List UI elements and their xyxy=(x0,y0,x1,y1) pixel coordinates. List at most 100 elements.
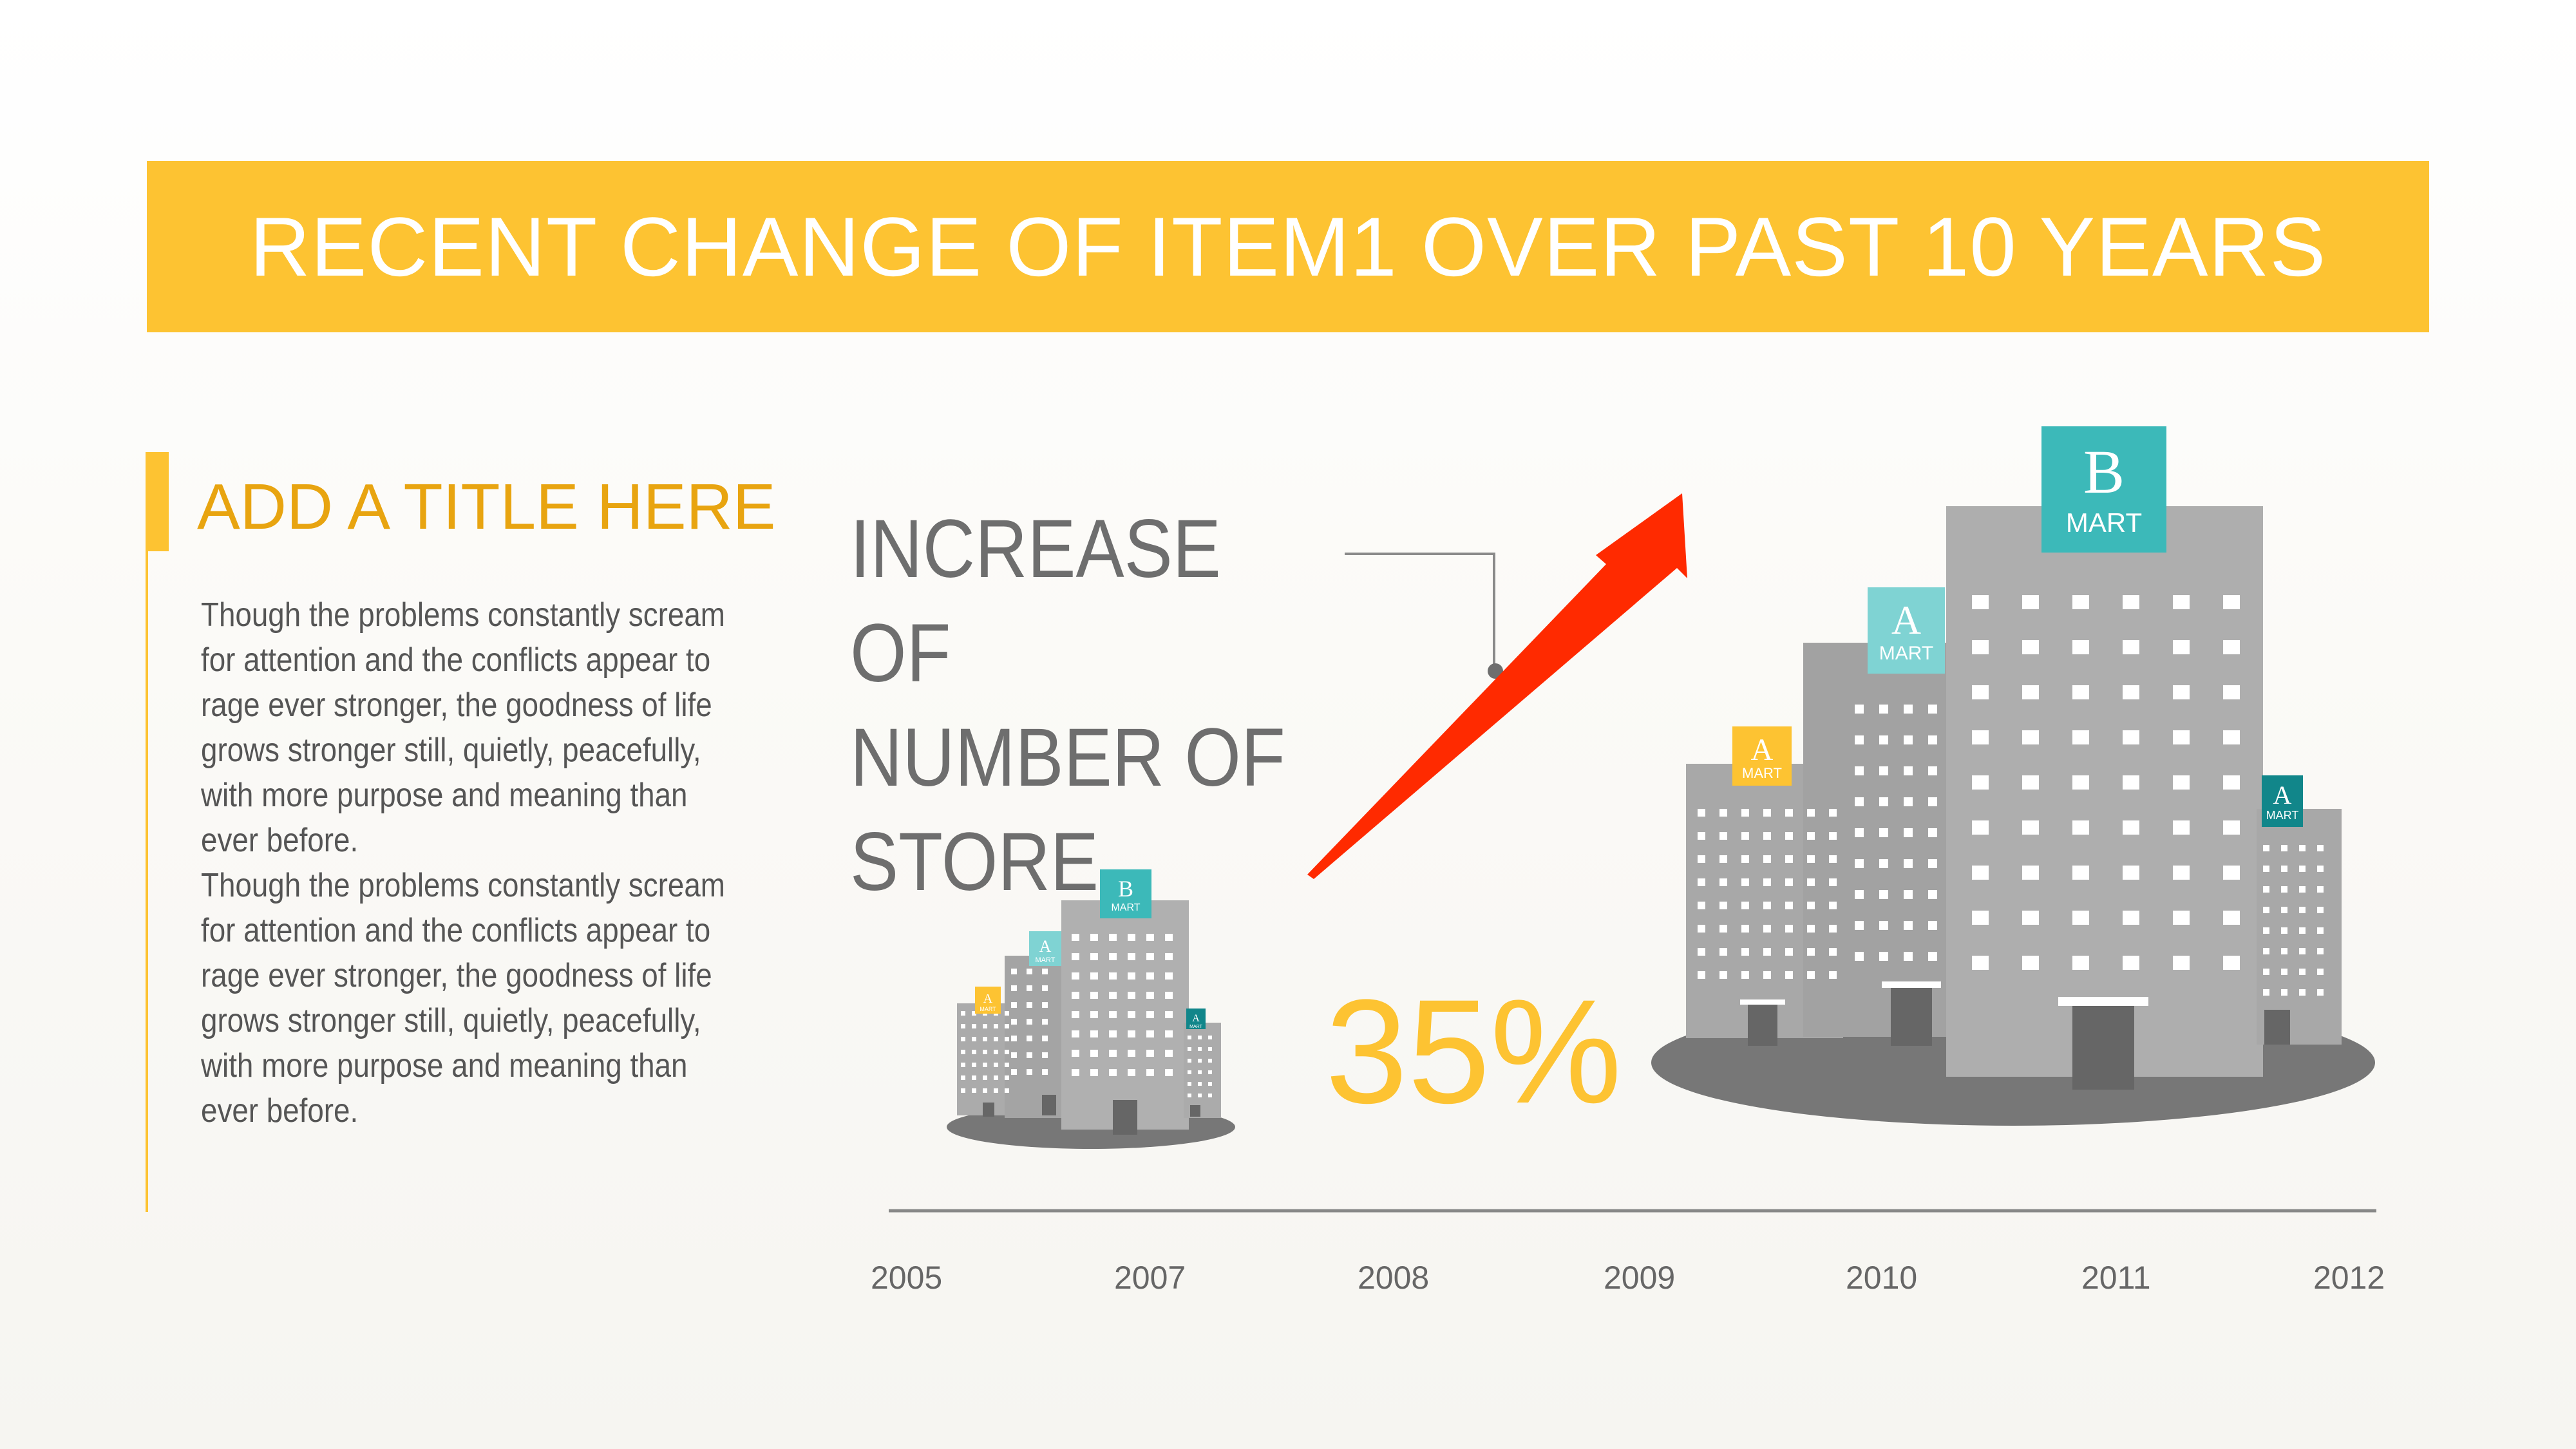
small-sign-b-letter: B xyxy=(1118,876,1133,902)
window xyxy=(2123,820,2139,835)
window xyxy=(1928,735,1937,744)
window xyxy=(961,1050,965,1054)
window xyxy=(1072,953,1079,960)
window xyxy=(972,1088,976,1093)
window xyxy=(2317,907,2324,913)
window xyxy=(2173,640,2190,654)
window xyxy=(1198,1059,1202,1063)
window xyxy=(2072,730,2089,744)
window xyxy=(1109,934,1117,941)
window xyxy=(1904,890,1913,899)
small-door-mid xyxy=(1042,1095,1056,1115)
window xyxy=(2123,640,2139,654)
window xyxy=(961,1037,965,1041)
window xyxy=(1128,992,1135,999)
window xyxy=(1165,1050,1173,1057)
window xyxy=(1090,1050,1098,1057)
window xyxy=(994,1050,998,1054)
window xyxy=(1741,925,1749,933)
window xyxy=(1198,1082,1202,1086)
window xyxy=(1198,1070,1202,1074)
window xyxy=(1741,809,1749,817)
window xyxy=(1198,1036,1202,1039)
window xyxy=(1698,878,1705,886)
window xyxy=(1904,735,1913,744)
big-sign-a-dark xyxy=(2262,775,2303,827)
window xyxy=(1855,705,1864,714)
increase-callout: INCREASE OF NUMBER OF STORE xyxy=(850,497,1303,914)
window xyxy=(1146,1011,1154,1018)
increase-percent: 35% xyxy=(1325,969,1622,1134)
window xyxy=(1763,971,1771,979)
small-door-right xyxy=(1190,1105,1200,1117)
window xyxy=(2072,685,2089,699)
big-door-mid-canopy xyxy=(1882,981,1941,988)
window xyxy=(1005,1075,1009,1080)
window xyxy=(2299,907,2306,913)
window xyxy=(1807,832,1815,840)
small-sign-b-word: MART xyxy=(1111,902,1140,913)
window xyxy=(2317,969,2324,975)
window xyxy=(1807,948,1815,956)
small-sign-a-dark-letter: A xyxy=(1192,1013,1200,1024)
window xyxy=(1146,934,1154,941)
window xyxy=(961,1075,965,1080)
window xyxy=(1829,832,1837,840)
window xyxy=(1042,1069,1048,1075)
window xyxy=(1188,1070,1191,1074)
window xyxy=(1855,859,1864,868)
window xyxy=(1188,1082,1191,1086)
window xyxy=(983,1050,987,1054)
window xyxy=(1904,766,1913,775)
window xyxy=(1928,828,1937,837)
window xyxy=(2223,685,2240,699)
window xyxy=(1109,992,1117,999)
window xyxy=(1188,1059,1191,1063)
window xyxy=(1855,952,1864,961)
callout-leader-line xyxy=(1345,553,1495,670)
window xyxy=(2263,927,2269,934)
window xyxy=(2223,866,2240,880)
window xyxy=(1741,971,1749,979)
big-sign-b-letter: B xyxy=(2083,437,2125,506)
window xyxy=(2173,685,2190,699)
window xyxy=(2072,866,2089,880)
window xyxy=(1928,705,1937,714)
big-sign-a-yellow-word: MART xyxy=(1742,765,1782,781)
window xyxy=(1011,985,1017,991)
window xyxy=(1128,1050,1135,1057)
window xyxy=(2299,845,2306,851)
window xyxy=(1972,866,1989,880)
window xyxy=(1785,878,1793,886)
window xyxy=(1208,1059,1212,1063)
window xyxy=(2123,595,2139,609)
window xyxy=(1072,1030,1079,1037)
window xyxy=(1072,1050,1079,1057)
window xyxy=(1879,828,1888,837)
window xyxy=(1785,902,1793,909)
window xyxy=(1741,902,1749,909)
window xyxy=(994,1024,998,1028)
window xyxy=(983,1063,987,1067)
window xyxy=(972,1050,976,1054)
window xyxy=(1208,1070,1212,1074)
window xyxy=(2223,595,2240,609)
window xyxy=(1042,969,1048,974)
window xyxy=(1904,828,1913,837)
window xyxy=(1698,925,1705,933)
callout-leader-dot xyxy=(1488,663,1503,679)
window xyxy=(1855,828,1864,837)
window xyxy=(1719,832,1727,840)
window xyxy=(1807,902,1815,909)
window xyxy=(2022,866,2039,880)
window xyxy=(1879,952,1888,961)
window xyxy=(1879,890,1888,899)
window xyxy=(961,1063,965,1067)
window xyxy=(1763,809,1771,817)
window xyxy=(1165,972,1173,980)
window xyxy=(1972,956,1989,970)
growth-arrow-icon xyxy=(1307,493,1687,879)
window xyxy=(1146,953,1154,960)
window xyxy=(1128,1069,1135,1076)
window xyxy=(1072,934,1079,941)
